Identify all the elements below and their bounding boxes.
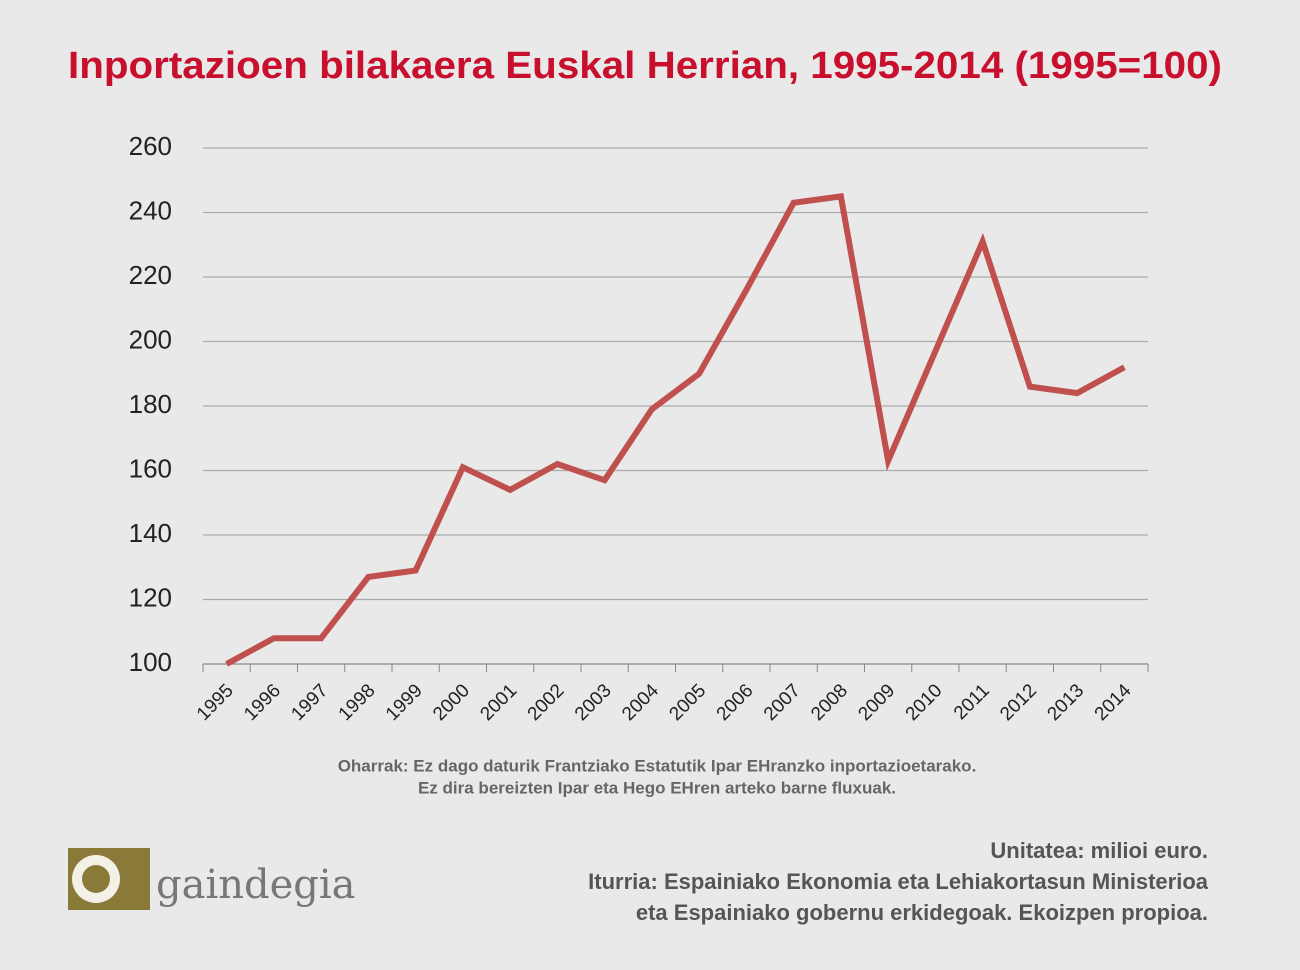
line (225, 193, 1126, 667)
y-tick-label: 120 (129, 582, 172, 612)
y-tick-label: 180 (129, 389, 172, 419)
logo-dot (82, 865, 110, 893)
y-tick-label: 220 (129, 260, 172, 290)
source: Unitatea: milioi euro. (990, 838, 1208, 863)
y-tick-label: 260 (129, 131, 172, 161)
y-tick-label: 140 (129, 518, 172, 548)
y-tick-label: 200 (129, 324, 172, 354)
note: Oharrak: Ez dago daturik Frantziako Esta… (338, 756, 977, 775)
note: Ez dira bereizten Ipar eta Hego EHren ar… (418, 778, 896, 797)
logo-text: gaindegia (156, 862, 356, 908)
y-tick-label: 240 (129, 195, 172, 225)
y-tick-label: 100 (129, 647, 172, 677)
y-tick-label: 160 (129, 453, 172, 483)
logo: gaindegia (68, 848, 356, 910)
source: Iturria: Espainiako Ekonomia eta Lehiako… (588, 869, 1209, 894)
chart-title: Inportazioen bilakaera Euskal Herrian, 1… (68, 45, 1222, 87)
source: eta Espainiako gobernu erkidegoak. Ekoiz… (636, 900, 1208, 925)
